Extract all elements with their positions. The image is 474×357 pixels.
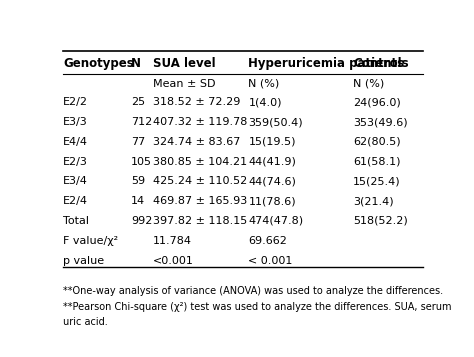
Text: **Pearson Chi-square (χ²) test was used to analyze the differences. SUA, serum: **Pearson Chi-square (χ²) test was used … [63, 302, 451, 312]
Text: **One-way analysis of variance (ANOVA) was used to analyze the differences.: **One-way analysis of variance (ANOVA) w… [63, 286, 443, 296]
Text: 469.87 ± 165.93: 469.87 ± 165.93 [153, 196, 247, 206]
Text: Hyperuricemia patients: Hyperuricemia patients [248, 57, 405, 70]
Text: 11(78.6): 11(78.6) [248, 196, 296, 206]
Text: 353(49.6): 353(49.6) [353, 117, 408, 127]
Text: E3/4: E3/4 [63, 176, 88, 186]
Text: 25: 25 [131, 97, 145, 107]
Text: 712: 712 [131, 117, 152, 127]
Text: 105: 105 [131, 157, 152, 167]
Text: 15(25.4): 15(25.4) [353, 176, 401, 186]
Text: 380.85 ± 104.21: 380.85 ± 104.21 [153, 157, 247, 167]
Text: 24(96.0): 24(96.0) [353, 97, 401, 107]
Text: 425.24 ± 110.52: 425.24 ± 110.52 [153, 176, 247, 186]
Text: 44(41.9): 44(41.9) [248, 157, 296, 167]
Text: E2/2: E2/2 [63, 97, 88, 107]
Text: 407.32 ± 119.78: 407.32 ± 119.78 [153, 117, 247, 127]
Text: 474(47.8): 474(47.8) [248, 216, 303, 226]
Text: 11.784: 11.784 [153, 236, 192, 246]
Text: < 0.001: < 0.001 [248, 256, 293, 266]
Text: E2/3: E2/3 [63, 157, 88, 167]
Text: 992: 992 [131, 216, 152, 226]
Text: 318.52 ± 72.29: 318.52 ± 72.29 [153, 97, 240, 107]
Text: 44(74.6): 44(74.6) [248, 176, 296, 186]
Text: 15(19.5): 15(19.5) [248, 137, 296, 147]
Text: Mean ± SD: Mean ± SD [153, 79, 215, 89]
Text: 324.74 ± 83.67: 324.74 ± 83.67 [153, 137, 240, 147]
Text: F value/χ²: F value/χ² [63, 236, 118, 246]
Text: 518(52.2): 518(52.2) [353, 216, 408, 226]
Text: 77: 77 [131, 137, 145, 147]
Text: N: N [131, 57, 141, 70]
Text: p value: p value [63, 256, 104, 266]
Text: 62(80.5): 62(80.5) [353, 137, 401, 147]
Text: Controls: Controls [353, 57, 409, 70]
Text: Genotypes: Genotypes [63, 57, 134, 70]
Text: 69.662: 69.662 [248, 236, 287, 246]
Text: E2/4: E2/4 [63, 196, 88, 206]
Text: N (%): N (%) [248, 79, 280, 89]
Text: 359(50.4): 359(50.4) [248, 117, 303, 127]
Text: 1(4.0): 1(4.0) [248, 97, 282, 107]
Text: Total: Total [63, 216, 89, 226]
Text: 59: 59 [131, 176, 145, 186]
Text: 61(58.1): 61(58.1) [353, 157, 401, 167]
Text: <0.001: <0.001 [153, 256, 194, 266]
Text: SUA level: SUA level [153, 57, 216, 70]
Text: 3(21.4): 3(21.4) [353, 196, 394, 206]
Text: 397.82 ± 118.15: 397.82 ± 118.15 [153, 216, 247, 226]
Text: E4/4: E4/4 [63, 137, 88, 147]
Text: uric acid.: uric acid. [63, 317, 108, 327]
Text: N (%): N (%) [353, 79, 384, 89]
Text: E3/3: E3/3 [63, 117, 88, 127]
Text: 14: 14 [131, 196, 145, 206]
